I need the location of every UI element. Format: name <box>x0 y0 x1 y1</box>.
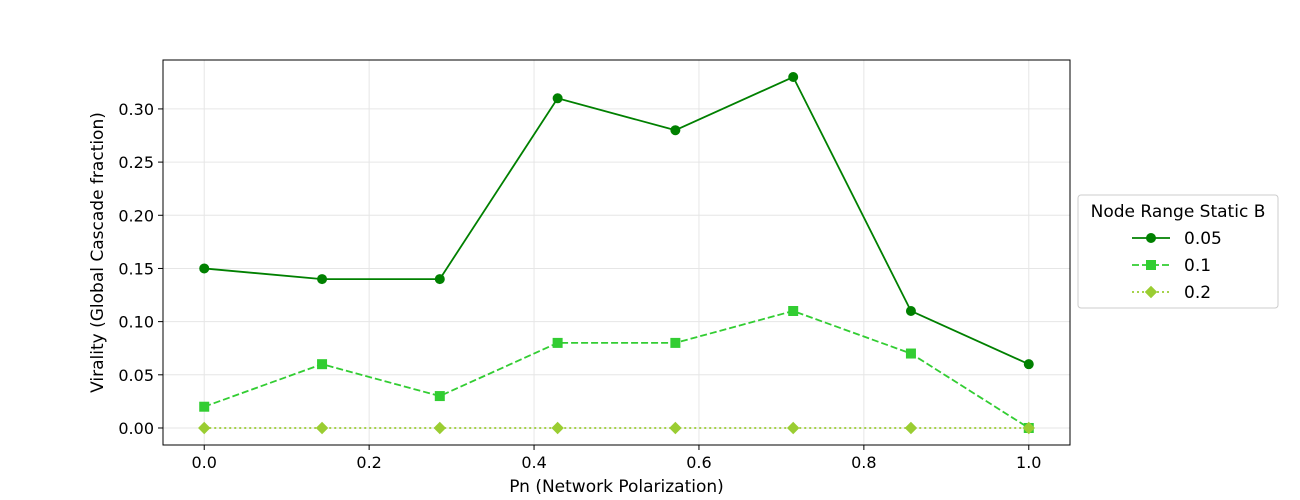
x-tick-label: 0.2 <box>356 453 381 472</box>
data-point <box>669 421 682 435</box>
data-point <box>905 305 916 316</box>
y-tick-label: 0.25 <box>118 153 154 172</box>
data-point <box>1022 421 1035 435</box>
data-point <box>434 274 445 285</box>
data-point <box>904 421 918 435</box>
data-point <box>788 305 799 316</box>
data-point <box>434 391 445 402</box>
data-point <box>198 421 211 435</box>
x-tick-label: 0.6 <box>686 453 711 472</box>
x-tick-label: 0.8 <box>851 453 876 472</box>
y-tick-label: 0.30 <box>118 100 154 119</box>
y-axis-label: Virality (Global Cascade fraction) <box>88 112 108 393</box>
series-0.05 <box>199 72 1034 370</box>
legend-box <box>1077 194 1279 309</box>
data-point <box>905 348 916 359</box>
legend-item: 0.05 <box>1132 229 1222 249</box>
series-0.2 <box>198 421 1035 435</box>
data-point <box>552 93 563 104</box>
data-point <box>317 274 328 285</box>
data-point <box>317 359 328 370</box>
y-tick-label: 0.05 <box>118 366 154 385</box>
data-point <box>315 421 329 435</box>
series-0.1 <box>199 305 1034 433</box>
axis-ticks: 0.0 0.2 0.4 0.6 0.8 1.0 0.00 0.05 0.10 0.15 0.20 0.… <box>118 100 1041 472</box>
legend-label: 0.05 <box>1184 229 1222 249</box>
x-tick-label: 1.0 <box>1016 453 1041 472</box>
y-tick-label: 0.20 <box>118 206 154 225</box>
legend-label: 0.2 <box>1184 283 1211 303</box>
legend-marker <box>1144 285 1158 299</box>
plot-frame <box>162 59 1071 446</box>
legend-title: Node Range Static B <box>1091 202 1266 222</box>
series-line <box>204 75 1030 365</box>
legend: Node Range Static B 0.05 0.1 0.2 <box>1077 194 1279 309</box>
data-point <box>552 337 563 348</box>
x-axis-label: Pn (Network Polarization) <box>509 477 724 497</box>
legend-items: 0.05 0.1 0.2 <box>1132 229 1222 303</box>
data-point <box>433 421 447 435</box>
data-point <box>551 421 564 435</box>
y-tick-label: 0.00 <box>118 419 154 438</box>
series-layer <box>198 72 1035 435</box>
legend-label: 0.1 <box>1184 256 1211 276</box>
legend-item: 0.2 <box>1132 283 1211 303</box>
data-point <box>788 72 799 83</box>
series-line <box>203 310 1030 429</box>
legend-marker <box>1146 233 1156 243</box>
data-point <box>786 421 800 435</box>
legend-item: 0.1 <box>1132 256 1211 276</box>
y-tick-label: 0.10 <box>118 313 154 332</box>
data-point <box>1023 359 1034 370</box>
legend-marker <box>1146 260 1156 270</box>
data-point <box>199 263 210 274</box>
data-point <box>670 125 681 136</box>
data-point <box>199 401 210 412</box>
y-tick-label: 0.15 <box>118 259 154 278</box>
x-tick-label: 0.4 <box>521 453 546 472</box>
grid <box>163 60 1070 445</box>
x-tick-label: 0.0 <box>192 453 217 472</box>
data-point <box>670 337 681 348</box>
